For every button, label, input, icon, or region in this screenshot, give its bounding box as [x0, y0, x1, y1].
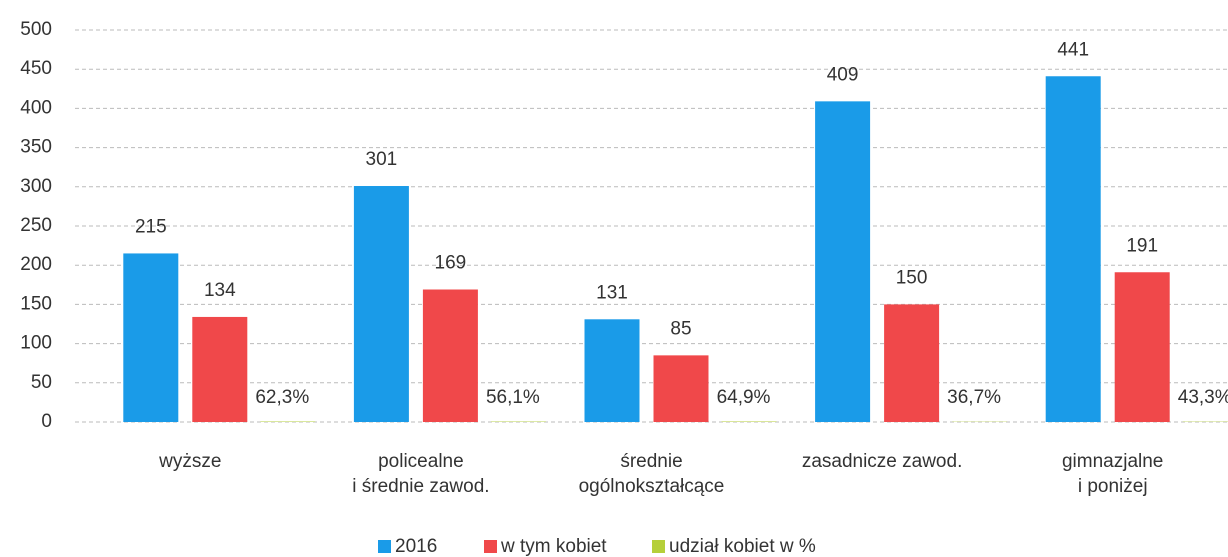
y-tick-label: 50 [31, 372, 52, 393]
data-label: 409 [827, 64, 859, 85]
y-tick-label: 450 [20, 58, 52, 79]
legend-label: w tym kobiet [500, 536, 607, 557]
legend-swatch [652, 540, 665, 553]
y-tick-label: 100 [20, 333, 52, 354]
data-label: 169 [435, 253, 467, 274]
bar [123, 253, 179, 422]
x-tick-label: zasadnicze zawod. [802, 451, 963, 472]
data-label: 131 [596, 282, 628, 303]
legend-swatch [484, 540, 497, 553]
x-tick-label: i średnie zawod. [352, 476, 489, 497]
data-label: 215 [135, 216, 167, 237]
x-tick-label: gimnazjalne [1062, 451, 1163, 472]
x-tick-label: ogólnokształcące [579, 476, 725, 497]
bar [1114, 272, 1170, 422]
data-label: 64,9% [717, 387, 771, 408]
x-tick-label: i poniżej [1078, 476, 1148, 497]
data-label: 43,3% [1178, 387, 1228, 408]
data-label: 134 [204, 280, 236, 301]
bar [353, 186, 409, 422]
data-label: 85 [670, 318, 691, 339]
bar [884, 304, 940, 422]
data-label: 191 [1126, 235, 1158, 256]
data-label: 150 [896, 267, 928, 288]
x-tick-label: średnie [620, 451, 682, 472]
bar [1045, 76, 1101, 423]
bar [192, 316, 248, 422]
bar [815, 101, 871, 423]
data-label: 441 [1057, 39, 1089, 60]
y-tick-label: 0 [41, 411, 52, 432]
y-tick-label: 300 [20, 176, 52, 197]
bar [422, 289, 478, 422]
data-label: 36,7% [947, 387, 1001, 408]
y-tick-label: 200 [20, 254, 52, 275]
y-tick-label: 250 [20, 215, 52, 236]
data-label: 62,3% [255, 387, 309, 408]
y-tick-label: 350 [20, 137, 52, 158]
y-tick-label: 150 [20, 293, 52, 314]
x-tick-label: wyższe [158, 451, 221, 472]
legend-label: 2016 [395, 536, 437, 557]
data-label: 56,1% [486, 387, 540, 408]
x-tick-label: policealne [378, 451, 464, 472]
data-label: 301 [366, 149, 398, 170]
bar [653, 355, 709, 422]
legend-swatch [378, 540, 391, 553]
y-tick-label: 500 [20, 19, 52, 40]
bar [721, 421, 777, 422]
bar [584, 319, 640, 422]
y-tick-label: 400 [20, 97, 52, 118]
legend-label: udział kobiet w % [669, 536, 816, 557]
